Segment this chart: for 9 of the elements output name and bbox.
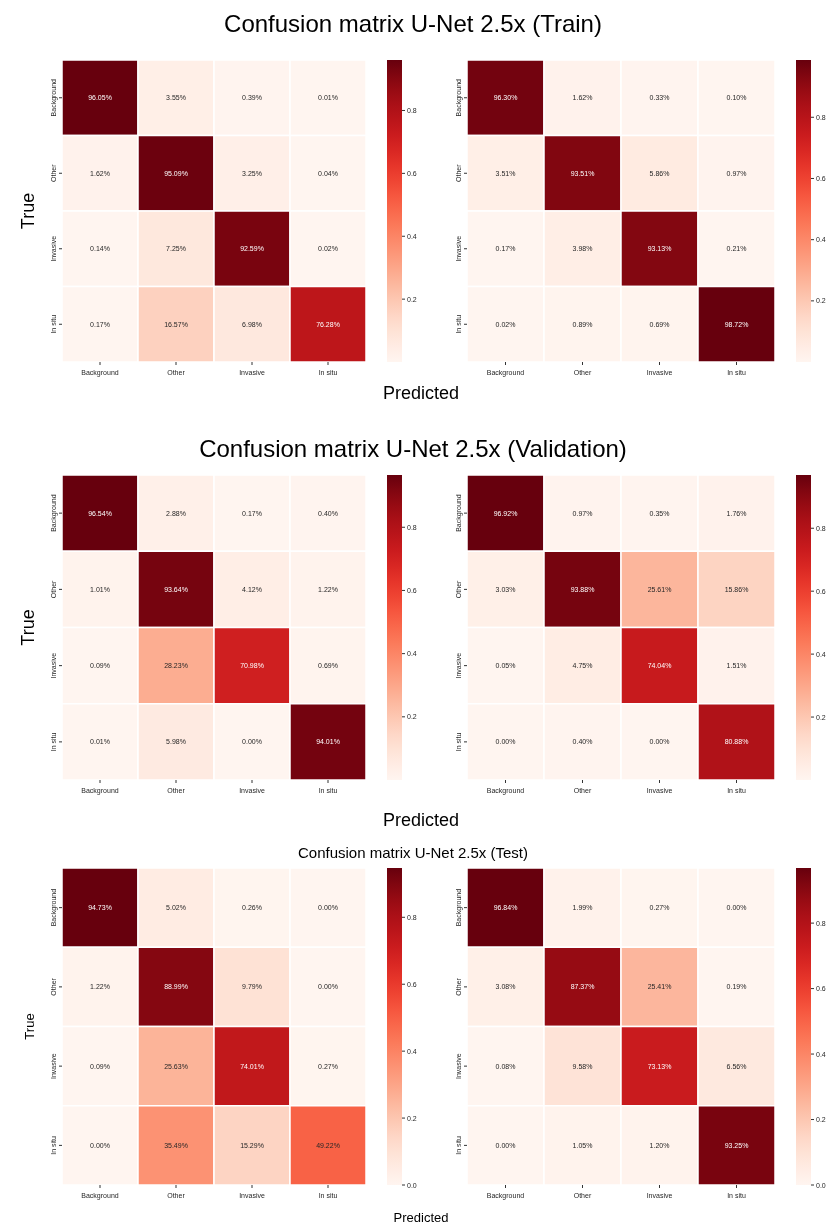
chart-title: Confusion matrix U-Net 2.5x (Train) <box>224 10 602 37</box>
x-axis-title: Predicted <box>393 1210 449 1225</box>
x-axis-title: Predicted <box>382 810 460 830</box>
text: Confusion matrix U-Net 2.5x (Test) <box>297 844 529 861</box>
y-axis-title: True <box>22 1013 37 1040</box>
y-axis-title: True <box>18 192 38 230</box>
x-axis-title: Predicted <box>382 383 460 403</box>
chart-title: Confusion matrix U-Net 2.5x (Validation) <box>199 435 627 462</box>
y-axis-title: True <box>18 609 38 646</box>
